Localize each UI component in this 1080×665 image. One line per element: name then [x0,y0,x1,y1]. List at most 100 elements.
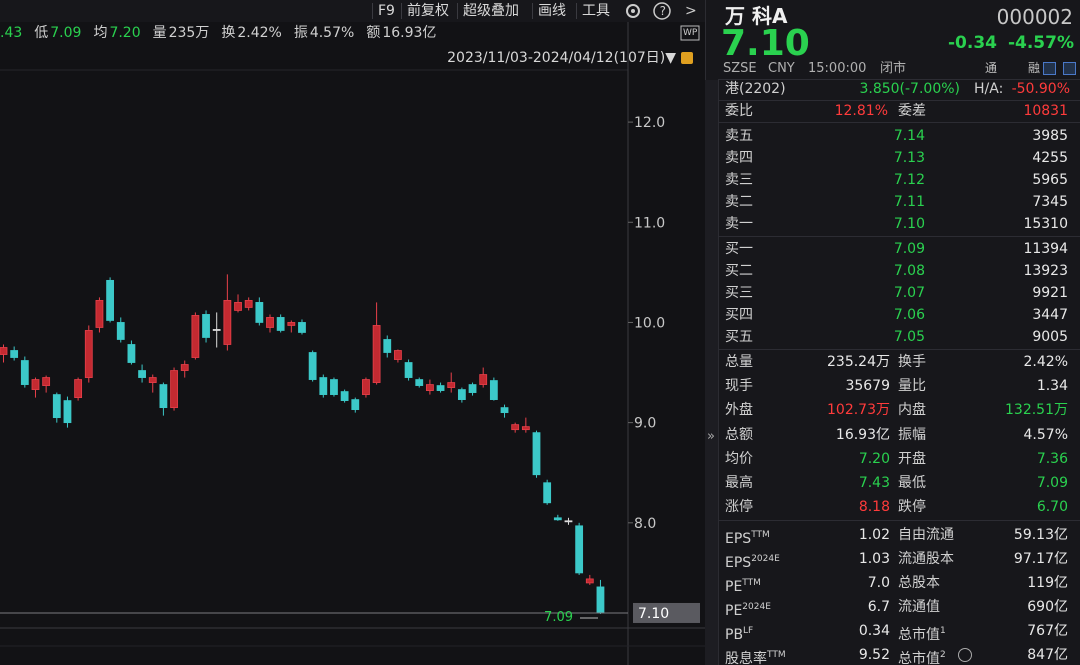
candle-body [116,322,125,340]
help-icon[interactable] [653,2,671,20]
fund-label: 自由流通 [898,527,954,544]
stat-value: 2.42% [1023,353,1068,370]
stat-value: 102.73万 [827,402,890,419]
quote-value: 4.57% [309,25,355,41]
fund-label: 总市值1 [898,623,946,644]
candle-body [308,352,317,380]
fund-label-sup: 2 [940,649,946,660]
toolbar-button[interactable]: 工具 [582,2,610,19]
stat-label: 量比 [898,377,926,394]
fund-label-sup: 2024E [751,553,780,564]
quote-label: 换 [221,25,236,41]
y-tick-label: 12.0 [634,115,665,131]
book-label: 买二 [725,262,753,279]
candle-body [180,364,189,371]
stat-label: 总量 [725,353,753,370]
collapse-strip[interactable] [705,80,719,665]
expand-button[interactable]: > [685,2,697,19]
quote-value: 2.42% [237,25,282,41]
candle-body [244,300,253,308]
candle-body [63,400,72,424]
candle-body [425,384,434,391]
lock-icon[interactable] [681,52,693,64]
stat-value: 16.93亿 [835,426,890,443]
candle-body [74,379,83,398]
y-tick-label: 9.0 [634,416,656,432]
candle-body [372,325,381,383]
fund-label-text: 总市值 [898,650,940,665]
candle-body [202,314,210,338]
candle-body [553,517,562,521]
candle-body [0,347,8,355]
market-info: SZSE [723,61,757,77]
info-icon[interactable] [958,648,972,662]
book-label: 买四 [725,306,753,323]
candle-body [319,377,328,395]
book-label: 买一 [725,240,753,257]
toolbar-button[interactable]: 前复权 [407,2,449,19]
fund-value: 1.03 [858,550,890,567]
fund-label-sup: TTM [767,649,786,660]
toolbar-button[interactable]: 画线 [538,2,566,19]
collapse-button[interactable]: » [707,429,715,445]
candle-body [362,379,370,395]
y-tick-label: 11.0 [634,215,665,231]
candle-body [489,380,498,400]
book-label: 买三 [725,284,753,301]
toolbar-button[interactable]: F9 [378,2,395,19]
book-label: 卖二 [725,193,753,210]
candle-body [394,350,402,360]
fund-label: 总股本 [898,575,940,592]
candle-body [106,279,114,321]
quote-label: 振 [293,25,308,41]
stat-label: 最高 [725,475,753,492]
panel-icon[interactable] [1043,62,1056,75]
fund-label-text: 自由流通 [898,526,954,543]
candle-body [585,578,594,584]
candle-body [415,379,424,386]
help-glyph[interactable]: ? [659,3,666,18]
candle-body [564,520,573,523]
separator [718,236,1080,237]
stat-label: 振幅 [898,426,926,443]
candle-body [255,302,264,323]
book-price: 7.13 [893,149,925,166]
fund-label-sup: TTM [751,529,770,540]
candle-body [511,424,520,431]
stat-label: 均价 [725,450,753,467]
settings-icon[interactable] [626,4,640,18]
candle-body [532,432,541,476]
book-price: 7.12 [893,171,925,188]
candle-body [95,300,104,328]
date-range[interactable]: 2023/11/03-2024/04/12(107日)▼ [447,49,676,66]
candle-body [383,339,392,353]
panel-icon[interactable] [1063,62,1076,75]
separator [718,349,1080,350]
stat-label: 现手 [725,377,753,394]
ha-value: -50.90% [1011,80,1070,97]
book-price: 7.14 [893,127,925,144]
toolbar-button[interactable]: 超级叠加 [463,2,519,19]
stat-value: 7.36 [1036,450,1068,467]
stat-value: 8.18 [858,499,890,516]
candle-body [404,362,413,378]
price-chart: 12.0 11.0 10.0 9.0 8.0 7.10 7.09 [0,2,705,665]
fund-label: 总市值2 [898,647,946,665]
candle-body [191,315,200,358]
stat-label: 最低 [898,475,926,492]
candle-body [266,317,274,328]
separator [718,520,1080,521]
hk-value: 3.850(-7.00%) [859,80,960,97]
candle-body [351,399,360,411]
quote-value: 7.20 [109,25,141,41]
stat-value: 35679 [845,377,890,394]
book-label: 卖五 [725,127,753,144]
fund-label: 流通值 [898,599,940,616]
wp-badge: WP [683,27,698,38]
fund-label-sup: TTM [742,577,761,588]
fund-label: EPS2024E [725,551,780,572]
book-price: 7.10 [893,215,925,232]
fund-label: PE2024E [725,599,771,620]
book-volume: 11394 [1023,240,1068,257]
quote-label: 低 [34,25,49,41]
